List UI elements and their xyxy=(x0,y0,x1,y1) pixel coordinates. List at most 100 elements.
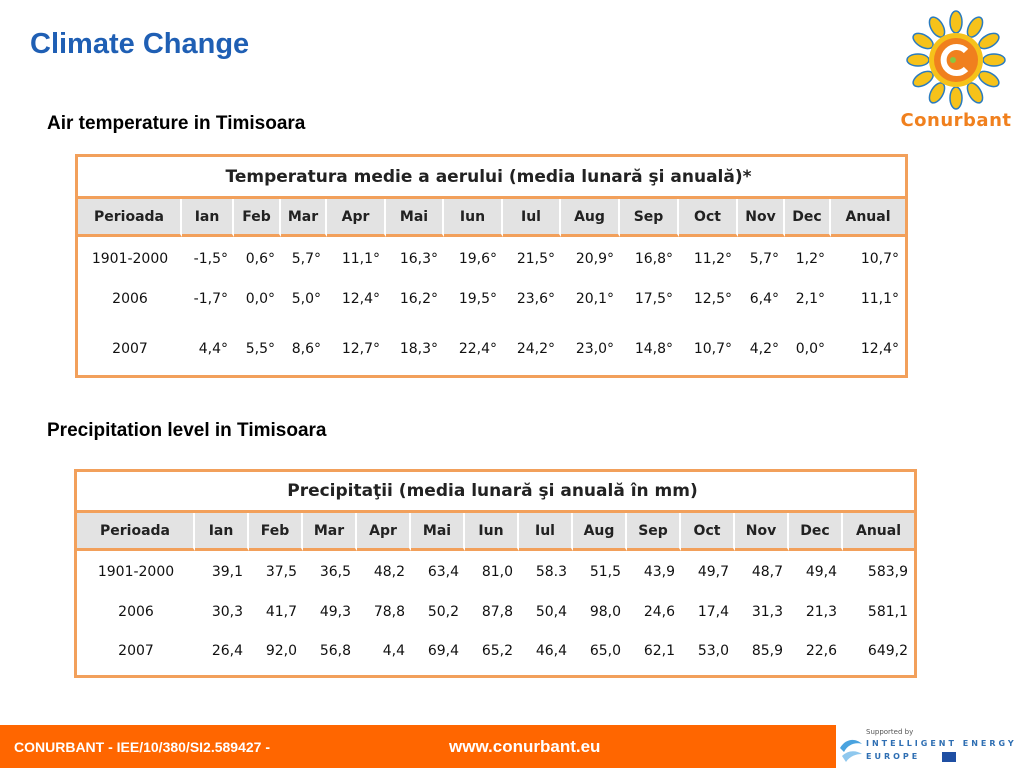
value-cell: 5,5° xyxy=(245,340,275,357)
value-cell: 10,7° xyxy=(693,340,732,357)
value-cell: 81,0 xyxy=(481,563,513,580)
table-row: 1901-2000 39,1 37,5 36,5 48,2 63,4 81,0 58.3 51,… xyxy=(77,551,914,592)
value-cell: 24,2° xyxy=(516,340,555,357)
precipitation-caption: Precipitaţii (media lunară şi anuală în … xyxy=(77,472,914,513)
column-header: Anual xyxy=(831,199,905,237)
precipitation-table: Precipitaţii (media lunară şi anuală în … xyxy=(74,469,917,678)
period-cell: 1901-2000 xyxy=(97,563,175,580)
table-row: 1901-2000 -1,5° 0,6° 5,7° 11,1° 16,3° 19,6° 21,… xyxy=(78,237,905,281)
column-header: Sep xyxy=(620,199,679,237)
value-cell: 12,4° xyxy=(860,340,899,357)
column-header: Oct xyxy=(679,199,738,237)
slide-title: Climate Change xyxy=(30,28,250,60)
value-cell: 78,8 xyxy=(373,604,405,620)
column-header: Feb xyxy=(249,513,303,551)
column-header: Oct xyxy=(681,513,735,551)
column-header: Nov xyxy=(735,513,789,551)
footer-website-link[interactable]: www.conurbant.eu xyxy=(449,737,601,756)
value-cell: 22,4° xyxy=(458,340,497,357)
value-cell: 0,0° xyxy=(245,291,275,307)
value-cell: 0,0° xyxy=(795,340,825,357)
table-row: 2006 30,3 41,7 49,3 78,8 50,2 87,8 50,4 98,0 24,6… xyxy=(77,592,914,632)
value-cell: 65,2 xyxy=(481,643,513,659)
period-cell: 1901-2000 xyxy=(91,251,169,267)
iee-logo: Supported by INTELLIGENT ENERGY EUROPE xyxy=(836,725,1024,768)
column-header: Sep xyxy=(627,513,681,551)
value-cell: 17,5° xyxy=(634,291,673,307)
value-cell: 23,6° xyxy=(516,291,555,307)
value-cell: 18,3° xyxy=(399,340,438,357)
value-cell: 51,5 xyxy=(589,563,621,580)
supported-by-label: Supported by xyxy=(866,728,914,736)
column-header: Apr xyxy=(327,199,386,237)
value-cell: 19,5° xyxy=(458,291,497,307)
value-cell: 12,7° xyxy=(341,340,380,357)
value-cell: -1,5° xyxy=(193,251,228,267)
value-cell: -1,7° xyxy=(193,291,228,307)
value-cell: 48,7 xyxy=(751,563,783,580)
column-header: Dec xyxy=(789,513,843,551)
value-cell: 581,1 xyxy=(867,604,908,620)
value-cell: 16,8° xyxy=(634,251,673,267)
value-cell: 53,0 xyxy=(697,643,729,659)
footer-project-id: CONURBANT - IEE/10/380/SI2.589427 - xyxy=(14,739,270,755)
wave-icon xyxy=(840,739,862,762)
value-cell: 63,4 xyxy=(427,563,459,580)
column-header: Nov xyxy=(738,199,785,237)
table-row: 2007 26,4 92,0 56,8 4,4 69,4 65,2 46,4 65,0 62,1 5… xyxy=(77,632,914,670)
period-cell: 2006 xyxy=(118,604,154,620)
value-cell: 21,5° xyxy=(516,251,555,267)
value-cell: 49,7 xyxy=(697,563,729,580)
column-header: Mar xyxy=(303,513,357,551)
column-header: Perioada xyxy=(78,199,182,237)
column-header: Mar xyxy=(281,199,327,237)
value-cell: 0,6° xyxy=(245,251,275,267)
value-cell: 4,4° xyxy=(198,340,228,357)
value-cell: 30,3 xyxy=(211,604,243,620)
column-header: Dec xyxy=(785,199,831,237)
column-header: Iul xyxy=(519,513,573,551)
value-cell: 69,4 xyxy=(427,643,459,659)
table-row: 2007 4,4° 5,5° 8,6° 12,7° 18,3° 22,4° 24,2° 23,0… xyxy=(78,317,905,380)
iee-line1: INTELLIGENT ENERGY xyxy=(866,739,1017,748)
eu-flag-icon xyxy=(942,752,956,762)
value-cell: 31,3 xyxy=(751,604,783,620)
value-cell: 20,1° xyxy=(575,291,614,307)
value-cell: 92,0 xyxy=(265,643,297,659)
value-cell: 87,8 xyxy=(481,604,513,620)
value-cell: 2,1° xyxy=(795,291,825,307)
value-cell: 58.3 xyxy=(535,563,567,580)
value-cell: 17,4 xyxy=(697,604,729,620)
value-cell: 1,2° xyxy=(795,251,825,267)
value-cell: 11,1° xyxy=(860,291,899,307)
column-header: Iun xyxy=(444,199,503,237)
column-header: Anual xyxy=(843,513,914,551)
value-cell: 583,9 xyxy=(867,563,908,580)
value-cell: 4,2° xyxy=(749,340,779,357)
value-cell: 6,4° xyxy=(749,291,779,307)
value-cell: 37,5 xyxy=(265,563,297,580)
footer-bar: CONURBANT - IEE/10/380/SI2.589427 - www.… xyxy=(0,725,836,768)
value-cell: 12,4° xyxy=(341,291,380,307)
column-header: Perioada xyxy=(77,513,195,551)
column-header: Aug xyxy=(561,199,620,237)
value-cell: 50,2 xyxy=(427,604,459,620)
value-cell: 5,7° xyxy=(749,251,779,267)
value-cell: 23,0° xyxy=(575,340,614,357)
logo-wordmark: Conurbant xyxy=(900,110,1012,131)
value-cell: 16,2° xyxy=(399,291,438,307)
conurbant-logo: Conurbant xyxy=(893,10,1019,135)
value-cell: 12,5° xyxy=(693,291,732,307)
value-cell: 8,6° xyxy=(291,340,321,357)
value-cell: 5,0° xyxy=(291,291,321,307)
value-cell: 50,4 xyxy=(535,604,567,620)
value-cell: 49,4 xyxy=(805,563,837,580)
sun-logo-icon xyxy=(906,10,1006,110)
temperature-table: Temperatura medie a aerului (media lunar… xyxy=(75,154,908,378)
table-row: 2006 -1,7° 0,0° 5,0° 12,4° 16,2° 19,5° 23,6° 20,… xyxy=(78,281,905,317)
value-cell: 21,3 xyxy=(805,604,837,620)
value-cell: 11,1° xyxy=(341,251,380,267)
iee-line2: EUROPE xyxy=(866,752,921,761)
value-cell: 49,3 xyxy=(319,604,351,620)
value-cell: 24,6 xyxy=(643,604,675,620)
